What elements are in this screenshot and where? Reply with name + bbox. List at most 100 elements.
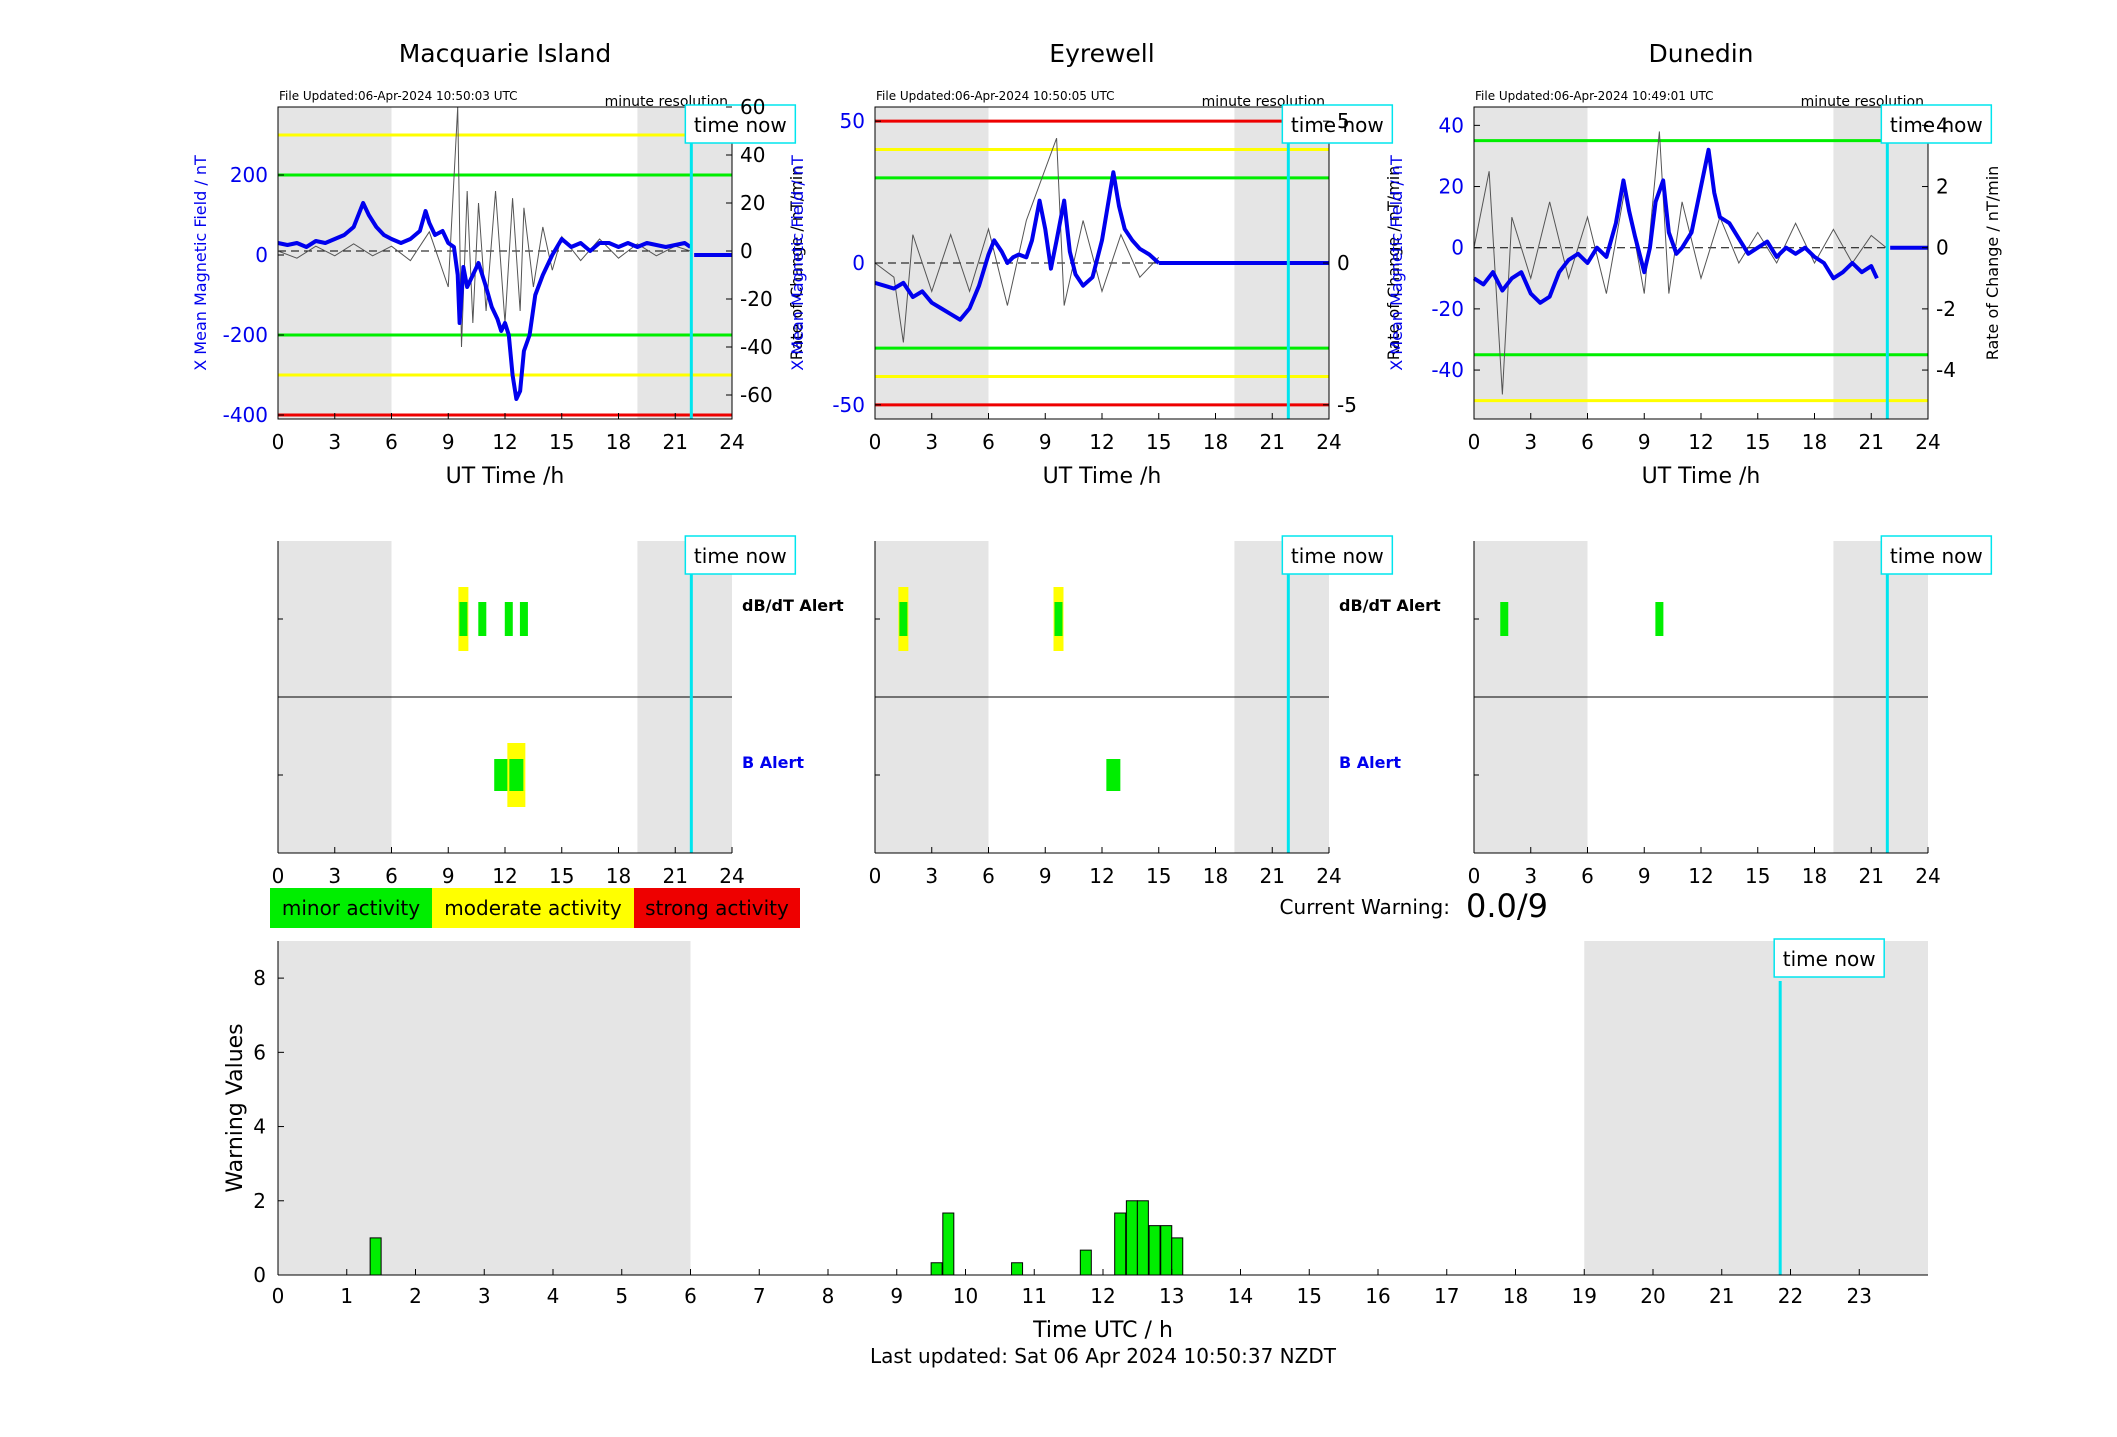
time-now-box (684, 104, 797, 144)
alert-x-tick-label: 6 (982, 864, 995, 888)
alert-x-tick-label: 9 (1638, 864, 1651, 888)
x-tick-label: 4 (547, 1284, 560, 1308)
x-tick-label: 3 (925, 430, 938, 454)
time-now-label: time now (1890, 113, 1983, 137)
b-alert-mark (1106, 759, 1121, 791)
left-tick-label: -200 (223, 323, 268, 347)
dbdt-alert-label: dB/dT Alert (1339, 596, 1441, 615)
b-alert-mark (494, 759, 509, 791)
station-title: Macquarie Island (399, 39, 612, 68)
roc-series-line (1473, 131, 1887, 395)
night-band (1474, 107, 1588, 419)
right-tick-label: -4 (1936, 358, 1956, 382)
file-updated-text: File Updated:06-Apr-2024 10:50:05 UTC (876, 89, 1115, 103)
warning-bar (1160, 1225, 1173, 1276)
right-tick-label: 4 (1936, 113, 1949, 137)
x-tick-label: 9 (1638, 430, 1651, 454)
roc-series-line (874, 138, 1160, 343)
x-tick-label: 15 (549, 430, 574, 454)
x-tick-label: 15 (1745, 430, 1770, 454)
right-tick-label: -20 (740, 287, 773, 311)
time-now-box (1281, 535, 1394, 575)
x-tick-label: 9 (442, 430, 455, 454)
right-tick-label: 40 (740, 143, 765, 167)
last-updated-text: Last updated: Sat 06 Apr 2024 10:50:37 N… (870, 1344, 1337, 1368)
legend-swatch-strong (634, 888, 800, 928)
x-tick-label: 0 (869, 430, 882, 454)
night-band (637, 107, 732, 419)
x-tick-label: 21 (1260, 430, 1285, 454)
legend-swatch-moderate (432, 888, 634, 928)
time-now-label: time now (1291, 544, 1384, 568)
alert-x-tick-label: 9 (442, 864, 455, 888)
alert-x-tick-label: 15 (1146, 864, 1171, 888)
alert-x-tick-label: 24 (1915, 864, 1940, 888)
right-tick-label: 0 (1936, 236, 1949, 260)
warning-bar (1011, 1262, 1024, 1276)
alert-x-tick-label: 18 (1203, 864, 1228, 888)
roc-series-line (277, 106, 691, 348)
x-tick-label: 6 (982, 430, 995, 454)
file-updated-text: File Updated:06-Apr-2024 10:50:03 UTC (279, 89, 518, 103)
alert-x-tick-label: 15 (549, 864, 574, 888)
alert-x-tick-label: 12 (1688, 864, 1713, 888)
alert-x-tick-label: 0 (1468, 864, 1481, 888)
left-tick-label: -40 (1431, 358, 1464, 382)
dbdt-alert-mark (1054, 602, 1063, 636)
file-updated-text: File Updated:06-Apr-2024 10:49:01 UTC (1475, 89, 1714, 103)
warning-bar (369, 1237, 382, 1276)
field-series-line (277, 201, 692, 401)
warning-bar (1136, 1200, 1149, 1276)
station-panel-1: Macquarie Island File Updated:06-Apr-2024… (191, 39, 844, 888)
x-tick-label: 18 (1802, 430, 1827, 454)
y-tick-label: 0 (253, 1263, 266, 1287)
left-tick-label: -20 (1431, 297, 1464, 321)
x-tick-label: 22 (1778, 1284, 1803, 1308)
dbdt-alert-mark (1655, 602, 1664, 636)
alert-x-tick-label: 24 (1316, 864, 1341, 888)
x-tick-label: 6 (385, 430, 398, 454)
left-axis-label: X Mean Magnetic Field / nT (1387, 155, 1406, 371)
alert-x-tick-label: 12 (492, 864, 517, 888)
night-band (278, 107, 392, 419)
left-tick-label: 40 (1439, 113, 1464, 137)
x-tick-label: 15 (1146, 430, 1171, 454)
alert-x-tick-label: 6 (1581, 864, 1594, 888)
current-warning-label: Current Warning: (1280, 895, 1450, 919)
alert-x-tick-label: 9 (1039, 864, 1052, 888)
right-tick-label: -60 (740, 383, 773, 407)
right-axis-label: Rate of Change / nT/min (787, 166, 806, 361)
alert-x-tick-label: 24 (719, 864, 744, 888)
x-axis-label: Time UTC / h (1032, 1318, 1173, 1343)
right-tick-label: -5 (1337, 393, 1357, 417)
time-now-box (684, 535, 797, 575)
b-alert-label: B Alert (742, 753, 804, 772)
left-tick-label: 0 (255, 243, 268, 267)
dbdt-alert-mark (478, 602, 487, 636)
x-tick-label: 0 (272, 1284, 285, 1308)
time-now-label: time now (1890, 544, 1983, 568)
warning-bar (930, 1262, 943, 1276)
x-tick-label: 8 (822, 1284, 835, 1308)
station-title: Dunedin (1649, 39, 1754, 68)
time-now-label: time now (694, 544, 787, 568)
left-tick-label: 0 (852, 251, 865, 275)
x-tick-label: 5 (615, 1284, 628, 1308)
x-tick-label: 12 (1688, 430, 1713, 454)
x-tick-label: 2 (409, 1284, 422, 1308)
alert-x-tick-label: 12 (1089, 864, 1114, 888)
night-band (1833, 107, 1928, 419)
x-tick-label: 1 (340, 1284, 353, 1308)
x-tick-label: 0 (272, 430, 285, 454)
x-tick-label: 9 (1039, 430, 1052, 454)
alert-x-tick-label: 21 (1859, 864, 1884, 888)
x-tick-label: 12 (492, 430, 517, 454)
x-tick-label: 20 (1640, 1284, 1665, 1308)
alert-x-tick-label: 18 (606, 864, 631, 888)
time-now-box (1880, 104, 1993, 144)
x-tick-label: 3 (478, 1284, 491, 1308)
time-now-box (1281, 104, 1394, 144)
alert-x-tick-label: 0 (272, 864, 285, 888)
